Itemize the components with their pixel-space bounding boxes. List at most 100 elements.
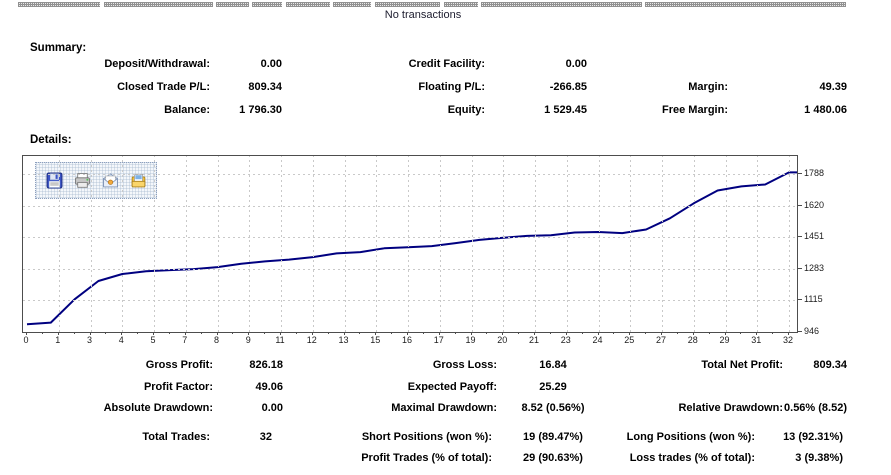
x-axis-minor-tick	[391, 332, 393, 334]
open-folder-icon[interactable]	[129, 171, 148, 190]
x-axis-minor-tick	[327, 332, 329, 334]
print-icon[interactable]	[73, 171, 92, 190]
x-axis-label: 32	[782, 335, 793, 345]
x-axis-minor-tick	[137, 332, 139, 334]
x-gridline	[154, 156, 155, 332]
x-gridline	[725, 156, 727, 332]
x-axis-minor-tick	[200, 332, 202, 334]
x-axis-label: 25	[624, 335, 635, 345]
x-gridline	[58, 156, 60, 332]
x-axis-label: 15	[370, 335, 381, 345]
x-axis-label: 7	[182, 335, 188, 345]
stat-value: 32	[259, 431, 272, 443]
x-gridline	[408, 156, 409, 332]
x-gridline	[757, 156, 759, 332]
x-axis-tick	[502, 332, 504, 335]
y-axis-tick	[797, 204, 802, 206]
x-axis-tick	[565, 332, 567, 335]
y-gridline	[23, 205, 797, 207]
x-axis-tick	[470, 332, 472, 335]
x-gridline	[249, 156, 251, 332]
x-gridline	[439, 156, 441, 332]
stat-label: Gross Profit:	[145, 359, 213, 371]
stat-value: 13 (92.31%)	[783, 431, 843, 443]
column-border-segment	[104, 2, 213, 7]
summary-value: 1 480.06	[804, 104, 847, 116]
x-axis-label: 28	[687, 335, 698, 345]
x-axis-tick	[311, 332, 313, 335]
x-axis-minor-tick	[740, 332, 742, 334]
summary-value: 1 529.45	[544, 104, 587, 116]
x-axis-label: 3	[86, 335, 92, 345]
x-axis-minor-tick	[581, 332, 583, 334]
x-axis-minor-tick	[772, 332, 774, 334]
x-axis-label: 19	[465, 335, 476, 345]
stat-label: Profit Trades (% of total):	[361, 452, 492, 464]
stat-label: Expected Payoff:	[407, 381, 497, 393]
summary-label: Credit Facility:	[408, 58, 485, 70]
y-axis-tick	[797, 299, 802, 301]
x-axis-label: 4	[118, 335, 124, 345]
stat-value: 809.34	[813, 359, 847, 371]
x-axis-label: 29	[719, 335, 730, 345]
x-gridline	[662, 156, 663, 332]
x-gridline	[376, 156, 378, 332]
summary-value: 49.39	[819, 81, 847, 93]
x-axis-tick	[343, 332, 345, 335]
x-axis-minor-tick	[73, 332, 75, 334]
x-axis-minor-tick	[168, 332, 170, 334]
stat-value: 16.84	[539, 359, 567, 371]
x-axis-minor-tick	[105, 332, 107, 334]
y-axis-label: 1283	[804, 262, 825, 273]
x-axis-tick	[57, 332, 59, 335]
stat-value: 19 (89.47%)	[523, 431, 583, 443]
x-axis-label: 8	[213, 335, 219, 345]
summary-label: Balance:	[164, 104, 210, 116]
y-axis-label: 1451	[804, 231, 825, 242]
x-axis-tick	[438, 332, 440, 335]
x-axis-minor-tick	[232, 332, 234, 334]
chart-toolbar	[35, 162, 157, 199]
x-gridline	[630, 156, 632, 332]
summary-title: Summary:	[30, 42, 87, 54]
x-axis-tick	[534, 332, 535, 335]
column-border-segment	[252, 2, 282, 7]
x-axis-tick	[407, 332, 408, 335]
details-title: Details:	[30, 134, 72, 146]
stat-label: Gross Loss:	[432, 359, 497, 371]
y-gridline	[23, 174, 797, 175]
y-axis-tick	[797, 267, 802, 269]
column-border-segment	[18, 2, 100, 7]
summary-value: 809.34	[248, 81, 282, 93]
y-gridline	[23, 300, 797, 302]
stat-label: Profit Factor:	[143, 381, 213, 393]
summary-value: -266.85	[549, 81, 587, 93]
x-gridline	[122, 156, 124, 332]
y-gridline	[23, 237, 797, 239]
x-axis-minor-tick	[613, 332, 615, 334]
x-gridline	[281, 156, 282, 332]
summary-label: Closed Trade P/L:	[117, 81, 210, 93]
stat-label: Relative Drawdown:	[678, 402, 783, 414]
summary-label: Floating P/L:	[418, 81, 485, 93]
save-icon[interactable]	[45, 171, 64, 190]
x-gridline	[598, 156, 600, 332]
column-border-segment	[444, 2, 478, 7]
x-axis-tick	[248, 332, 250, 335]
x-axis-minor-tick	[295, 332, 297, 334]
x-axis-tick	[26, 332, 27, 335]
x-axis-label: 9	[245, 335, 251, 345]
column-border-segment	[286, 2, 330, 7]
x-gridline	[535, 156, 536, 332]
x-axis-label: 13	[338, 335, 349, 345]
email-icon[interactable]	[101, 171, 120, 190]
balance-chart	[22, 155, 798, 333]
stat-value: 0.56% (8.52)	[784, 402, 847, 414]
summary-label: Free Margin:	[661, 104, 728, 116]
stat-value: 826.18	[249, 359, 283, 371]
x-axis-tick	[216, 332, 218, 335]
x-axis-label: 31	[751, 335, 762, 345]
x-axis-tick	[661, 332, 662, 335]
y-axis-label: 1788	[804, 168, 825, 178]
x-axis-label: 20	[497, 335, 508, 345]
